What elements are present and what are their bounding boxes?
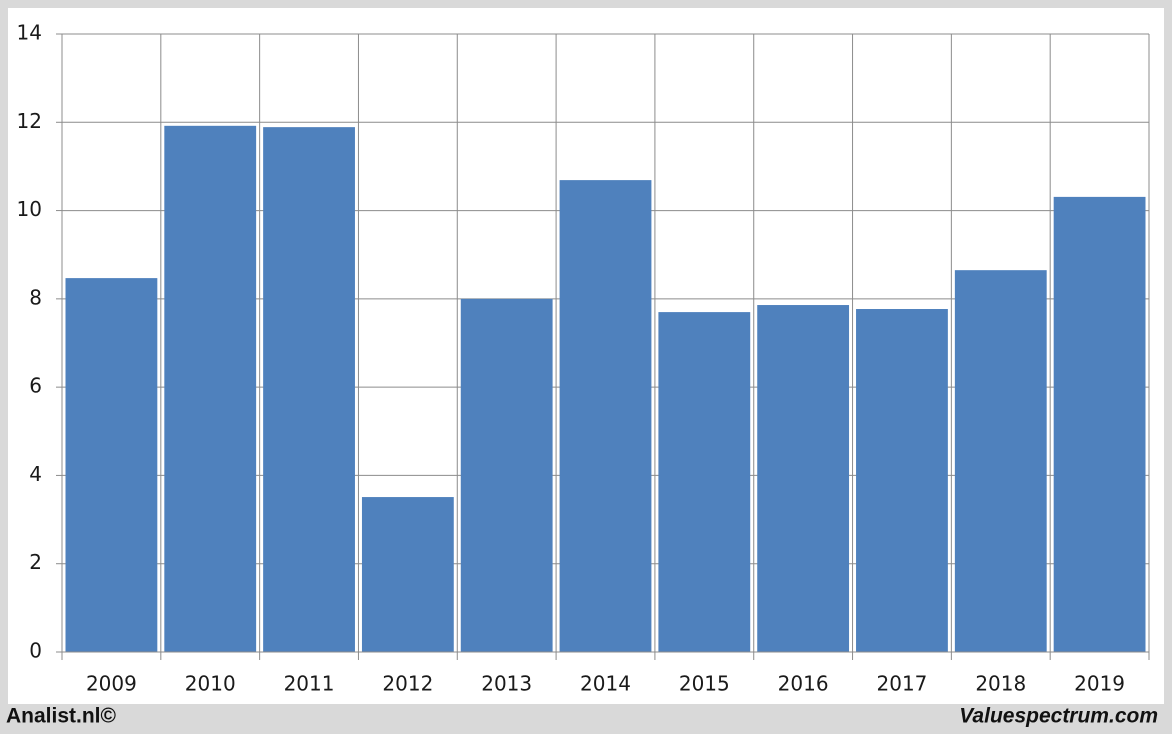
x-tick-label: 2016 bbox=[778, 672, 829, 696]
x-tick-label: 2014 bbox=[580, 672, 631, 696]
x-tick-label: 2015 bbox=[679, 672, 730, 696]
y-tick-label: 10 bbox=[17, 197, 42, 221]
x-tick-label: 2012 bbox=[382, 672, 433, 696]
x-tick-label: 2011 bbox=[284, 672, 335, 696]
x-tick-label: 2019 bbox=[1074, 672, 1125, 696]
y-tick-label: 0 bbox=[29, 639, 42, 663]
x-tick-label: 2017 bbox=[877, 672, 928, 696]
bar bbox=[361, 497, 454, 652]
bar bbox=[164, 125, 257, 653]
bar bbox=[856, 309, 948, 652]
source-right: Valuespectrum.com bbox=[959, 705, 1158, 728]
x-tick-label: 2013 bbox=[481, 672, 532, 696]
y-tick-label: 12 bbox=[17, 109, 42, 133]
source-left: Analist.nl© bbox=[6, 705, 117, 728]
y-tick-label: 4 bbox=[29, 462, 42, 486]
x-tick-label: 2018 bbox=[975, 672, 1026, 696]
x-tick-label: 2009 bbox=[86, 672, 137, 696]
bar bbox=[1053, 196, 1146, 652]
x-tick-label: 2010 bbox=[185, 672, 236, 696]
bar bbox=[263, 127, 355, 653]
bar bbox=[559, 180, 652, 652]
y-tick-label: 6 bbox=[29, 374, 42, 398]
bar bbox=[757, 305, 850, 652]
y-tick-label: 14 bbox=[17, 21, 42, 45]
bar bbox=[954, 270, 1047, 652]
bar bbox=[65, 278, 158, 652]
bar bbox=[658, 312, 751, 652]
y-tick-label: 8 bbox=[29, 285, 42, 309]
y-tick-label: 2 bbox=[29, 550, 42, 574]
bar bbox=[460, 298, 553, 652]
